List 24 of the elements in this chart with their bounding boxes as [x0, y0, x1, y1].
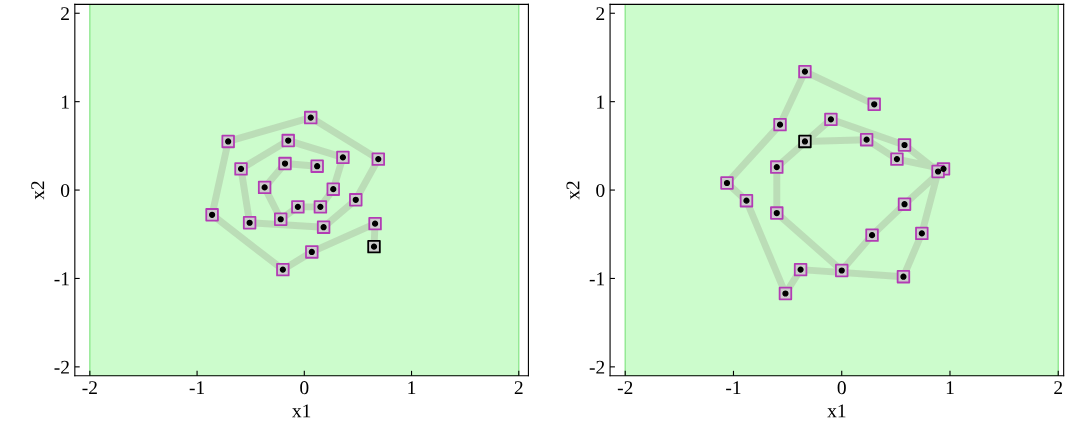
x-tick-label: -2: [617, 381, 633, 395]
y-tick-label: 0: [60, 183, 70, 197]
y-axis-title: x2: [31, 181, 45, 200]
x-axis-title: x1: [827, 404, 846, 418]
x-axis-title: x1: [292, 404, 311, 418]
x-tick-label: 1: [946, 381, 954, 395]
y-tick-label: 2: [61, 7, 69, 21]
x-tick-label: -1: [189, 381, 205, 395]
y-tick-label: 1: [61, 95, 69, 109]
x-tick-label: -1: [726, 381, 741, 395]
x-tick-label: 0: [837, 381, 846, 395]
y-tick-label: 2: [596, 7, 605, 21]
y-tick-label: -2: [54, 360, 69, 374]
x-tick-label: -2: [82, 381, 97, 395]
x-tick-label: 1: [408, 381, 416, 395]
x-tick-label: 2: [1054, 381, 1063, 395]
x-tick-label: 2: [514, 381, 523, 395]
y-tick-label: -1: [589, 272, 605, 286]
x-tick-label: 0: [300, 381, 309, 395]
y-tick-label: 1: [597, 95, 605, 109]
y-tick-label: -2: [589, 360, 605, 374]
y-tick-label: 0: [596, 183, 605, 197]
y-axis-title: x2: [566, 181, 580, 200]
y-tick-label: -1: [54, 272, 69, 286]
